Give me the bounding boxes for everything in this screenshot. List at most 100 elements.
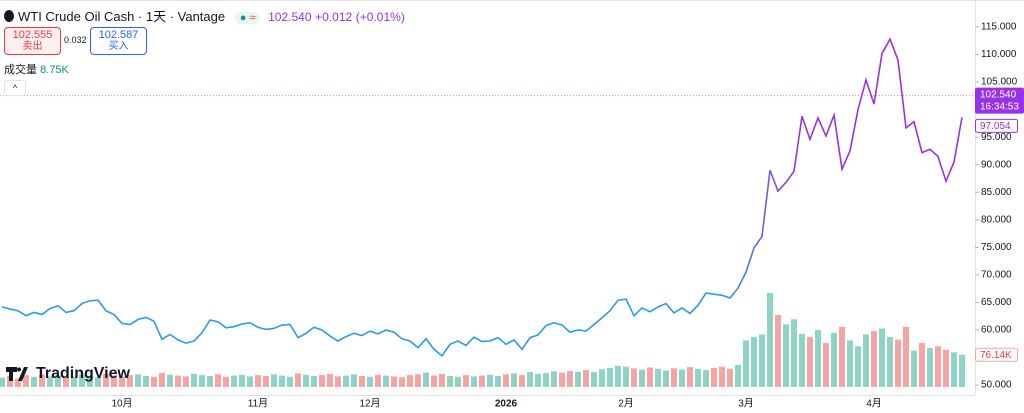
volume-bar bbox=[247, 376, 253, 387]
volume-bar bbox=[263, 375, 269, 387]
volume-bar bbox=[927, 348, 933, 387]
volume-bar bbox=[671, 368, 677, 387]
volume-last-label: 76.14K bbox=[980, 350, 1012, 361]
change-pct: (+0.01%) bbox=[355, 10, 405, 24]
volume-bar bbox=[215, 374, 221, 387]
y-tick-label: 70.000 bbox=[981, 270, 1012, 281]
volume-bar bbox=[807, 337, 813, 387]
y-tick-label: 85.000 bbox=[981, 187, 1012, 198]
volume-bar bbox=[735, 364, 741, 387]
volume-bar bbox=[559, 372, 565, 387]
volume-bar bbox=[135, 374, 141, 387]
x-tick-label: 4月 bbox=[866, 398, 882, 410]
volume-bar bbox=[47, 376, 53, 387]
symbol: WTI Crude Oil Cash · 1天 · Vantage ● ≈ 10… bbox=[4, 6, 405, 25]
volume-bar bbox=[455, 376, 461, 387]
volume-bar bbox=[495, 375, 501, 387]
buy-price: 102.587 bbox=[98, 29, 139, 41]
volume-bar bbox=[711, 367, 717, 387]
y-tick-label: 75.000 bbox=[981, 242, 1012, 253]
volume-bar bbox=[207, 375, 213, 387]
y-tick-label: 90.000 bbox=[981, 159, 1012, 170]
volume-bar bbox=[855, 346, 861, 387]
spread: 0.032 bbox=[64, 35, 87, 45]
volume-value: 8.75K bbox=[40, 64, 69, 76]
volume-bar bbox=[919, 342, 925, 387]
volume-bar bbox=[351, 374, 357, 387]
volume-bar bbox=[903, 326, 909, 387]
y-tick-label: 95.000 bbox=[981, 132, 1012, 143]
volume-bar bbox=[719, 366, 725, 387]
volume-bar bbox=[319, 375, 325, 387]
collapse-button[interactable]: ^ bbox=[4, 80, 26, 96]
volume-bar bbox=[175, 375, 181, 387]
volume-bar bbox=[759, 334, 765, 387]
volume-bar bbox=[287, 376, 293, 387]
volume-bar bbox=[119, 376, 125, 387]
volume-bar bbox=[951, 352, 957, 387]
volume-bar bbox=[703, 370, 709, 387]
y-tick-label: 115.000 bbox=[981, 22, 1017, 33]
price: 102.540 bbox=[268, 10, 312, 24]
volume-bar bbox=[159, 373, 165, 387]
volume-bar bbox=[231, 375, 237, 387]
volume-bar bbox=[87, 375, 93, 387]
volume-bar bbox=[503, 374, 509, 387]
volume-bar bbox=[863, 334, 869, 387]
current-price-label: 102.540 bbox=[980, 89, 1017, 100]
volume-bar bbox=[295, 373, 301, 387]
volume-bar bbox=[751, 337, 757, 387]
volume-bar bbox=[367, 376, 373, 387]
volume-bar bbox=[847, 340, 853, 387]
volume-bar bbox=[575, 371, 581, 387]
sell-button[interactable]: 102.555 卖出 bbox=[4, 27, 61, 55]
volume-bar bbox=[535, 373, 541, 387]
volume-bar bbox=[791, 319, 797, 387]
title: WTI Crude Oil Cash · 1天 · Vantage bbox=[18, 9, 226, 24]
y-tick-label: 105.000 bbox=[981, 77, 1018, 88]
volume-bar bbox=[23, 375, 29, 387]
volume-bar bbox=[591, 372, 597, 387]
volume-bar bbox=[839, 326, 845, 387]
volume-bar bbox=[663, 370, 669, 387]
volume-bar bbox=[815, 329, 821, 387]
volume-bar bbox=[471, 376, 477, 387]
volume-bar bbox=[63, 377, 69, 387]
volume-bar bbox=[655, 368, 661, 387]
volume-bar bbox=[15, 378, 21, 387]
y-tick-label: 65.000 bbox=[981, 297, 1012, 308]
volume-bar bbox=[631, 368, 637, 387]
volume-bar bbox=[375, 374, 381, 387]
volume-bar bbox=[959, 354, 965, 387]
status: ● ≈ bbox=[234, 12, 261, 24]
volume-bar bbox=[695, 368, 701, 387]
volume-bar bbox=[935, 346, 941, 387]
volume-bar bbox=[399, 377, 405, 387]
volume-bar bbox=[271, 374, 277, 387]
volume-legend: 成交量 8.75K bbox=[4, 61, 69, 77]
volume-bar bbox=[599, 369, 605, 387]
volume-bar bbox=[143, 375, 149, 387]
volume-bar bbox=[727, 368, 733, 387]
volume-bar bbox=[127, 375, 133, 387]
volume-bar bbox=[799, 334, 805, 387]
volume-bar bbox=[359, 375, 365, 387]
volume-bar bbox=[239, 374, 245, 387]
volume-bar bbox=[407, 375, 413, 387]
volume-bar bbox=[7, 375, 13, 387]
volume-bar bbox=[607, 367, 613, 387]
x-tick-label: 3月 bbox=[738, 398, 754, 410]
volume-bar bbox=[647, 367, 653, 387]
buy-label: 买入 bbox=[108, 41, 129, 52]
volume-bar bbox=[871, 331, 877, 387]
y-tick-label: 80.000 bbox=[981, 214, 1012, 225]
x-tick-label: 12月 bbox=[359, 398, 380, 410]
volume-bar bbox=[479, 375, 485, 387]
current-time-label: 16:34:53 bbox=[980, 101, 1019, 112]
marker-price-label: 97.054 bbox=[980, 121, 1011, 132]
buy-button[interactable]: 102.587 买入 bbox=[90, 27, 147, 55]
volume-bar bbox=[183, 376, 189, 387]
price-line bbox=[1, 37, 963, 358]
volume-bar bbox=[55, 375, 61, 387]
